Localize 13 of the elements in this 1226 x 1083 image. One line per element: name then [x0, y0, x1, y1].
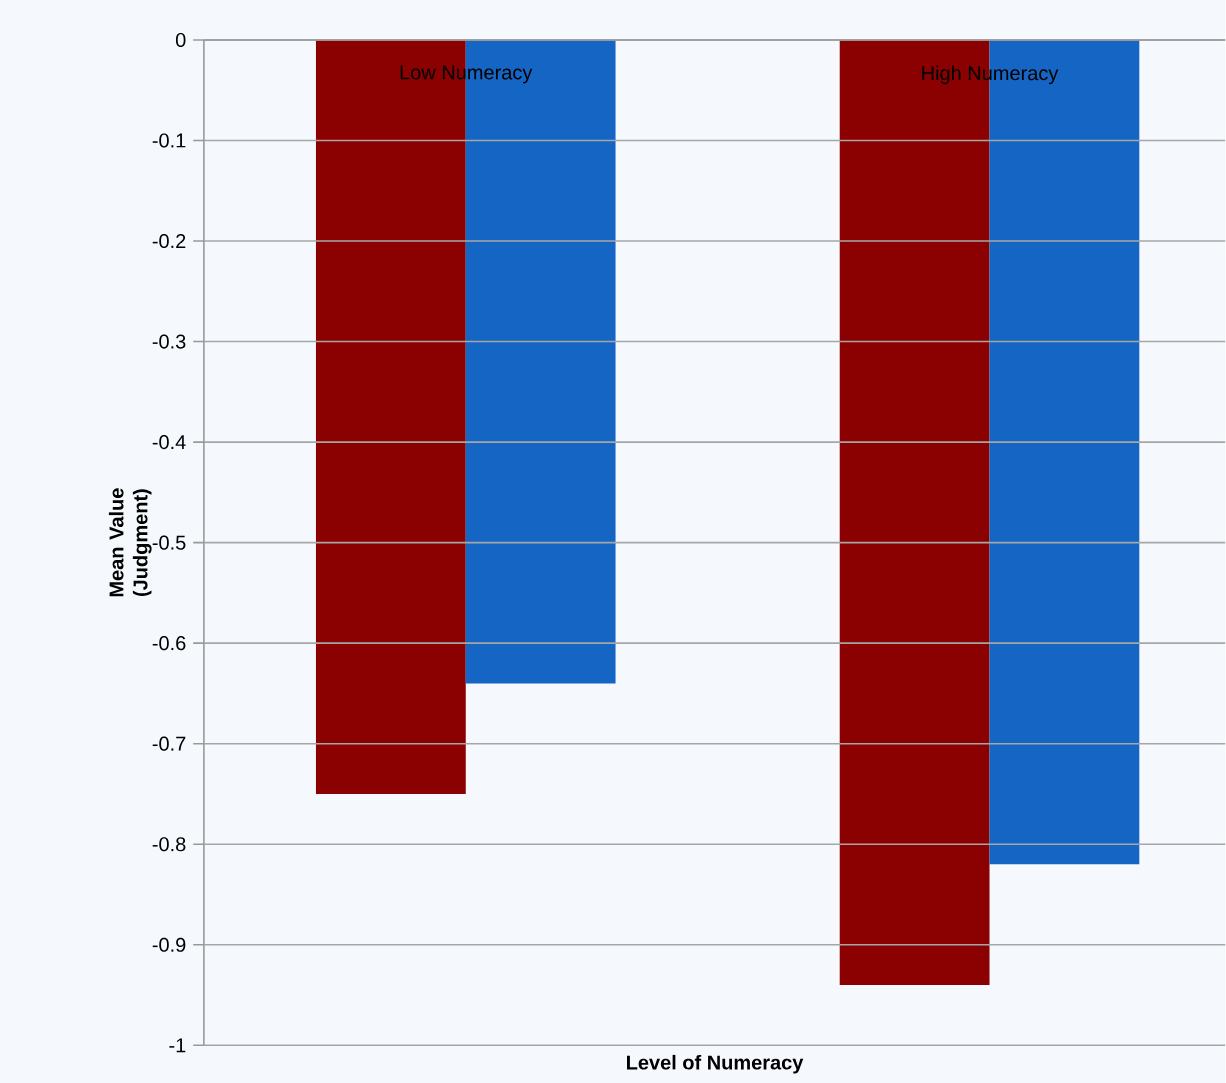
y-tick-label: -0.1 [152, 133, 186, 148]
y-axis-title: Mean Value (Judgment) [108, 488, 152, 597]
y-tick-label: -0.6 [152, 635, 186, 651]
y-tick-label: -0.7 [152, 736, 186, 751]
y-tick-label: -1 [169, 1038, 186, 1053]
y-tick-label: 0 [175, 32, 186, 47]
y-tick-label: -0.4 [152, 434, 186, 450]
y-tick-label: -0.9 [152, 937, 186, 952]
y-tick-label: -0.3 [152, 334, 186, 349]
x-axis-title: Level of Numeracy [627, 1054, 804, 1074]
y-tick-label: -0.2 [152, 233, 186, 248]
y-tick-label: -0.8 [152, 837, 186, 852]
y-tick-label: -0.5 [152, 535, 186, 550]
